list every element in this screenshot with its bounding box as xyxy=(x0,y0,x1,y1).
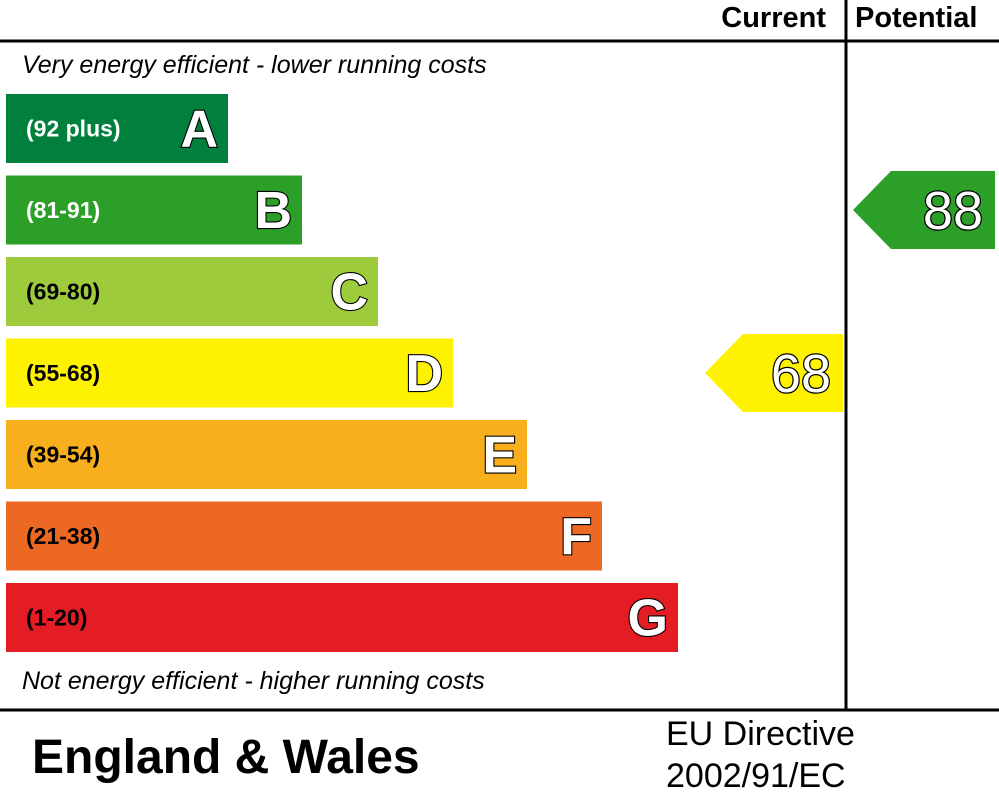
band-bar xyxy=(6,583,678,652)
band-bar xyxy=(6,257,378,326)
band-bar xyxy=(6,501,602,571)
band-letter: B xyxy=(254,182,292,240)
band-d: (55-68) D xyxy=(6,338,453,408)
band-bar xyxy=(6,94,228,163)
band-letter: D xyxy=(405,345,443,403)
region-label: England & Wales xyxy=(32,731,420,784)
band-b: (81-91) B xyxy=(6,175,302,245)
rating-bands: (92 plus) A (81-91) B (69-80) C (55-68) D (39-54… xyxy=(6,94,678,652)
band-bar xyxy=(6,338,453,408)
band-e: (39-54) E xyxy=(6,420,527,489)
band-a: (92 plus) A xyxy=(6,94,228,163)
band-letter: E xyxy=(482,427,517,485)
potential-arrow-shape xyxy=(853,171,995,249)
band-f: (21-38) F xyxy=(6,501,602,571)
current-rating-value: 68 xyxy=(771,344,831,404)
potential-rating-arrow: 88 xyxy=(853,171,995,249)
band-letter: F xyxy=(560,508,592,566)
potential-column-header: Potential xyxy=(855,2,977,34)
band-letter: G xyxy=(628,590,668,648)
band-range-label: (69-80) xyxy=(26,279,100,305)
current-arrow-shape xyxy=(705,334,843,412)
band-range-label: (92 plus) xyxy=(26,116,121,142)
potential-rating-value: 88 xyxy=(923,181,983,241)
band-range-label: (55-68) xyxy=(26,360,100,386)
band-range-label: (21-38) xyxy=(26,523,100,549)
band-bar xyxy=(6,420,527,489)
current-rating-arrow: 68 xyxy=(705,334,843,412)
band-letter: C xyxy=(330,264,368,322)
band-bar xyxy=(6,175,302,245)
directive-line1: EU Directive xyxy=(666,715,855,753)
band-range-label: (81-91) xyxy=(26,197,100,223)
directive-line2: 2002/91/EC xyxy=(666,757,846,795)
band-letter: A xyxy=(180,101,218,159)
rating-arrows: 68 88 xyxy=(705,171,995,412)
current-column-header: Current xyxy=(721,2,826,34)
band-range-label: (39-54) xyxy=(26,442,100,468)
band-g: (1-20) G xyxy=(6,583,678,652)
bottom-note: Not energy efficient - higher running co… xyxy=(22,667,485,695)
band-range-label: (1-20) xyxy=(26,605,87,631)
band-c: (69-80) C xyxy=(6,257,378,326)
top-note: Very energy efficient - lower running co… xyxy=(22,51,487,79)
